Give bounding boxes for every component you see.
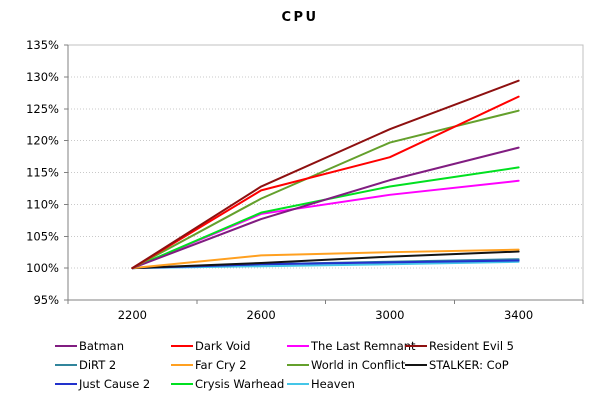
legend-item-world-in-conflict: World in Conflict: [287, 358, 405, 372]
legend-swatch: [287, 383, 309, 385]
legend-swatch: [405, 364, 427, 366]
legend-label: The Last Remnant: [311, 339, 416, 353]
legend-label: Batman: [79, 339, 124, 353]
x-axis-label: 3400: [504, 308, 533, 322]
legend-item-crysis-warhead: Crysis Warhead: [171, 377, 284, 391]
series-line-resident-evil-5: [131, 79, 520, 270]
x-axis-label: 2600: [246, 308, 275, 322]
y-axis-label: 100%: [26, 261, 59, 275]
legend-swatch: [171, 345, 193, 347]
legend-item-dark-void: Dark Void: [171, 339, 250, 353]
chart-plot-area: 95% 100% 105% 110% 115% 120% 125% 130% 135% 2200 2…: [26, 38, 584, 322]
y-axis-label: 125%: [26, 102, 59, 116]
y-axis-label: 105%: [26, 229, 59, 243]
legend-swatch: [55, 383, 77, 385]
series-line-stalker-cop: [131, 250, 520, 270]
legend-item-dirt-2: DiRT 2: [55, 358, 116, 372]
legend-item-resident-evil-5: Resident Evil 5: [405, 339, 514, 353]
y-axis-label: 110%: [26, 197, 59, 211]
legend-swatch: [55, 364, 77, 366]
chart-title: CPU: [281, 10, 319, 25]
series-line-far-cry-2: [131, 248, 520, 270]
y-axis-label: 130%: [26, 70, 59, 84]
legend-swatch: [287, 364, 309, 366]
legend-item-stalker-cop: STALKER: CoP: [405, 358, 509, 372]
y-axis-label: 120%: [26, 134, 59, 148]
legend-item-batman: Batman: [55, 339, 124, 353]
legend-label: Far Cry 2: [195, 358, 247, 372]
series-line-dark-void: [131, 95, 520, 270]
legend-label: Resident Evil 5: [429, 339, 514, 353]
legend-swatch: [171, 383, 193, 385]
legend-label: Just Cause 2: [79, 377, 151, 391]
legend-item-the-last-remnant: The Last Remnant: [287, 339, 416, 353]
y-axis-label: 135%: [26, 38, 59, 52]
legend-label: DiRT 2: [79, 358, 117, 372]
x-axis-label: 3000: [375, 308, 404, 322]
legend-swatch: [287, 345, 309, 347]
legend-item-far-cry-2: Far Cry 2: [171, 358, 247, 372]
y-axis-label: 115%: [26, 166, 59, 180]
legend-label: Crysis Warhead: [195, 377, 285, 391]
legend-label: Heaven: [311, 377, 355, 391]
legend-label: Dark Void: [195, 339, 251, 353]
legend-item-heaven: Heaven: [287, 377, 355, 391]
legend-item-just-cause-2: Just Cause 2: [55, 377, 150, 391]
legend-swatch: [405, 345, 427, 347]
legend-swatch: [171, 364, 193, 366]
legend-label: World in Conflict: [311, 358, 406, 372]
series-line-batman: [131, 146, 520, 270]
y-axis-label: 95%: [33, 293, 59, 307]
legend-label: STALKER: CoP: [429, 358, 509, 372]
legend-swatch: [55, 345, 77, 347]
x-axis-label: 2200: [118, 308, 147, 322]
